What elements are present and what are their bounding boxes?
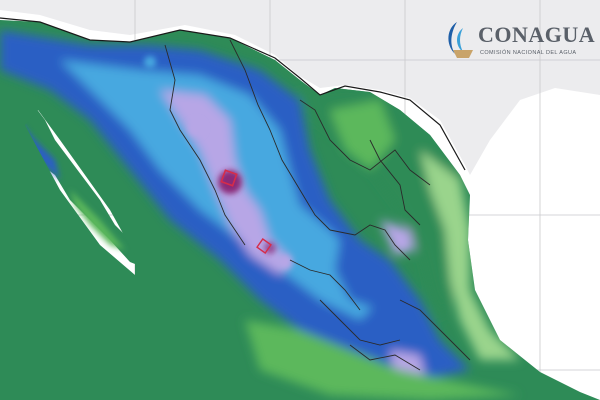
highlight-box-sonora	[220, 169, 238, 187]
state-boundaries	[164, 39, 471, 371]
baja-south-patch	[70, 190, 125, 250]
baja-california-peninsula	[0, 75, 145, 268]
logo-subtitle: COMISIÓN NACIONAL DEL AGUA	[480, 50, 577, 56]
country-border	[0, 17, 466, 171]
highlight-box-sinaloa	[256, 238, 272, 254]
conagua-emblem-icon	[448, 22, 473, 58]
conagua-logo: CONAGUA COMISIÓN NACIONAL DEL AGUA	[440, 18, 600, 64]
logo-title: CONAGUA	[478, 22, 596, 47]
